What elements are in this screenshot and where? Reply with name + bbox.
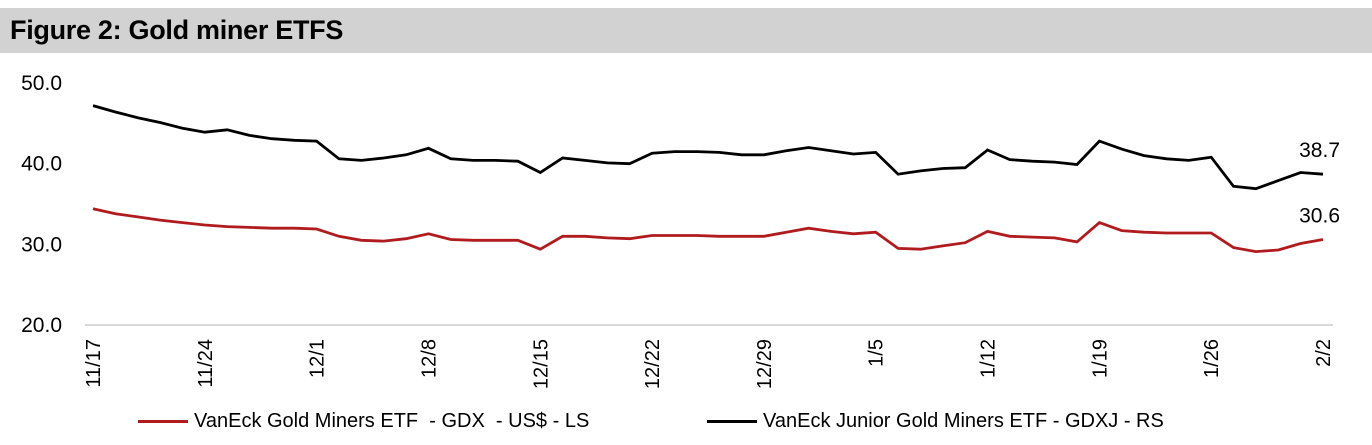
x-axis-tick-label: 1/19 <box>1089 339 1111 378</box>
legend-label-gdxj: VanEck Junior Gold Miners ETF - GDXJ - R… <box>763 409 1164 432</box>
x-axis-tick-label: 12/15 <box>530 339 552 389</box>
series-line-gdx <box>92 207 1324 254</box>
y-axis-tick-label: 40.0 <box>21 153 62 176</box>
x-axis-tick-label: 1/12 <box>978 339 1000 378</box>
x-axis-tick-label: 2/2 <box>1313 339 1335 367</box>
x-axis-tick-label: 12/29 <box>754 339 776 389</box>
end-value-label-gdxj: 38.7 <box>1299 139 1340 162</box>
figure-title-bar: Figure 2: Gold miner ETFS <box>0 8 1372 53</box>
figure-title: Figure 2: Gold miner ETFS <box>10 15 344 45</box>
y-axis-tick-label: 50.0 <box>21 72 62 95</box>
x-axis-tick-label: 12/22 <box>642 339 664 389</box>
end-value-label-gdx: 30.6 <box>1299 204 1340 227</box>
legend-label-gdx: VanEck Gold Miners ETF - GDX - US$ - LS <box>194 409 590 432</box>
x-axis-tick-label: 1/26 <box>1201 339 1223 378</box>
x-axis-tick-label: 11/17 <box>83 339 105 388</box>
x-axis-tick-label: 12/8 <box>418 339 440 378</box>
chart-legend: VanEck Gold Miners ETF - GDX - US$ - LS … <box>0 406 1372 438</box>
y-axis-tick-label: 30.0 <box>21 233 62 256</box>
legend-item-gdxj: VanEck Junior Gold Miners ETF - GDXJ - R… <box>707 406 1164 436</box>
x-axis-tick-label: 12/1 <box>307 339 329 378</box>
y-axis-tick-label: 20.0 <box>21 314 62 337</box>
x-axis-tick-label: 11/24 <box>195 339 217 388</box>
x-axis-tick-label: 1/5 <box>866 339 888 367</box>
legend-item-gdx: VanEck Gold Miners ETF - GDX - US$ - LS <box>138 406 589 436</box>
legend-line-marker-gdxj <box>707 419 757 423</box>
legend-line-marker-gdx <box>138 419 188 423</box>
series-line-gdxj <box>92 104 1324 191</box>
